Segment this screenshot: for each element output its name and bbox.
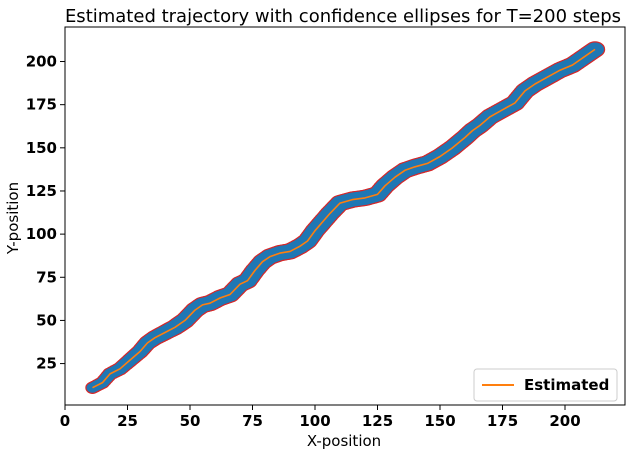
chart-title: Estimated trajectory with confidence ell…	[65, 6, 621, 27]
y-tick-label: 175	[26, 96, 57, 114]
x-tick-label: 175	[487, 412, 518, 430]
x-tick-label: 50	[180, 412, 201, 430]
x-tick-label: 0	[60, 412, 70, 430]
x-axis-label: X-position	[307, 432, 381, 450]
plot-area	[85, 41, 606, 394]
y-tick-label: 200	[26, 53, 57, 71]
y-tick-label: 25	[36, 355, 57, 373]
series-lines	[92, 48, 596, 389]
confidence-ellipses	[85, 41, 606, 394]
y-tick-label: 100	[26, 225, 57, 243]
y-axis-label: Y-position	[4, 182, 22, 255]
y-axis: 25 50 75 100 125 150 175 200	[26, 53, 65, 373]
x-tick-label: 25	[117, 412, 138, 430]
legend-box	[473, 368, 618, 402]
axes-frame	[64, 26, 626, 406]
x-axis: 0 25 50 75 100 125 150 175 200	[60, 405, 581, 430]
series-line-estimated	[92, 48, 596, 389]
x-tick-label: 200	[549, 412, 580, 430]
x-tick-label: 100	[299, 412, 330, 430]
x-tick-label: 150	[424, 412, 455, 430]
y-tick-label: 125	[26, 182, 57, 200]
y-tick-label: 75	[36, 268, 57, 286]
legend-label-estimated: Estimated	[524, 376, 609, 394]
y-tick-label: 150	[26, 139, 57, 157]
y-tick-label: 50	[36, 311, 57, 329]
x-tick-label: 75	[242, 412, 263, 430]
legend: Estimated	[473, 368, 618, 402]
x-tick-label: 125	[362, 412, 393, 430]
